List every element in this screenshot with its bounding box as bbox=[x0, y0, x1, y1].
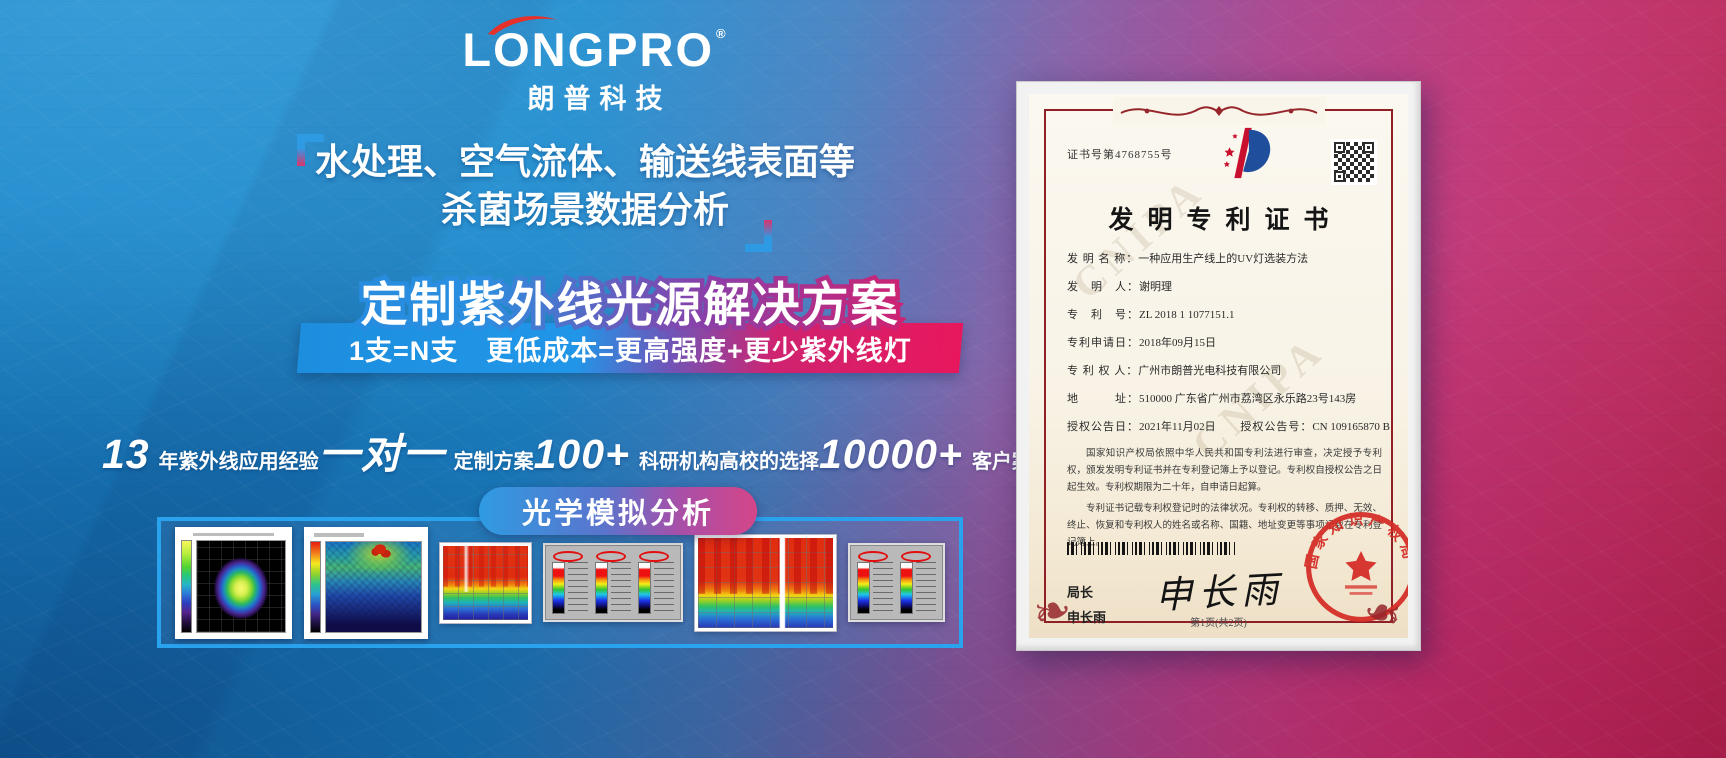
solution-title: 定制紫外线光源解决方案 bbox=[0, 266, 1260, 335]
legend-colorbar bbox=[595, 551, 632, 614]
stat-experience: 13 年紫外线应用经验 bbox=[102, 431, 319, 478]
stat-label: 年紫外线应用经验 bbox=[158, 451, 319, 473]
cnipa-logo-icon bbox=[1223, 127, 1271, 179]
highlight-ellipse bbox=[596, 551, 627, 562]
legend-colorbar bbox=[638, 551, 675, 614]
simulation-badge-text: 光学模拟分析 bbox=[521, 498, 714, 530]
logo-swoosh-icon bbox=[488, 16, 559, 35]
registered-mark: ® bbox=[716, 26, 728, 41]
quote-bracket-open bbox=[297, 134, 327, 170]
stat-value: 13 bbox=[102, 431, 150, 477]
simulation-image-legend-panel-3bars bbox=[543, 543, 684, 622]
stats-row: 13 年紫外线应用经验 一对一 定制方案 100+ 科研机构高校的选择 1000… bbox=[102, 420, 1092, 480]
highlight-ellipse bbox=[858, 551, 888, 562]
stat-value: 10000+ bbox=[818, 431, 963, 477]
logo-text: LONGPRO bbox=[462, 23, 715, 76]
certificate-paper: CNIPA CNIPA 证书号第4768755号 发明专利证书 发 明 名 称：… bbox=[1029, 94, 1408, 638]
certificate-title: 发明专利证书 bbox=[1108, 207, 1343, 234]
director-block: 局长 申长雨 bbox=[1067, 581, 1106, 630]
quote-bracket-close bbox=[742, 216, 772, 252]
highlight-ellipse bbox=[553, 551, 584, 562]
patent-certificate: CNIPA CNIPA 证书号第4768755号 发明专利证书 发 明 名 称：… bbox=[1016, 81, 1421, 651]
scatter-map-plot bbox=[325, 540, 422, 633]
simulation-images bbox=[161, 521, 959, 644]
headline-line2: 杀菌场景数据分析 bbox=[440, 188, 729, 230]
stat-institutions: 100+ 科研机构高校的选择 bbox=[534, 431, 819, 478]
stat-label: 科研机构高校的选择 bbox=[638, 451, 819, 473]
ornament-flourish bbox=[1112, 97, 1325, 125]
certificate-row: 专利申请日：2018年09月15日 bbox=[1067, 337, 1216, 349]
simulation-image-uv-heatmap bbox=[438, 541, 533, 624]
headline: 水处理、空气流体、输送线表面等 杀菌场景数据分析 bbox=[0, 138, 1170, 233]
stat-value: 一对一 bbox=[318, 431, 445, 477]
legend-colorbar bbox=[900, 551, 936, 614]
barcode bbox=[1067, 542, 1237, 555]
stat-one-on-one: 一对一 定制方案 bbox=[319, 420, 534, 480]
certificate-paragraph: 国家知识产权局依照中华人民共和国专利法进行审查，决定授予专利权，颁发发明专利证书… bbox=[1067, 449, 1382, 494]
colorbar bbox=[181, 539, 192, 633]
logo-subtitle: 朗普科技 bbox=[527, 84, 672, 114]
headline-line1: 水处理、空气流体、输送线表面等 bbox=[314, 141, 855, 182]
legend-colorbar bbox=[552, 551, 589, 614]
certificate-fields: 发 明 名 称：一种应用生产线上的UV灯选装方法 发 明 人：谢明理 专 利 号… bbox=[1067, 250, 1390, 557]
simulation-image-beam-irradiance bbox=[175, 526, 293, 639]
highlight-ellipse bbox=[901, 551, 931, 562]
logo-wordmark: LONGPRO ® bbox=[462, 16, 728, 76]
optical-simulation-box: 光学模拟分析 bbox=[157, 487, 963, 648]
qr-code bbox=[1331, 139, 1377, 185]
simulation-badge: 光学模拟分析 bbox=[479, 487, 757, 535]
simulation-image-scatter-irradiance bbox=[304, 526, 428, 639]
chart-caption-placeholder bbox=[314, 532, 364, 537]
beam-profile-plot bbox=[196, 539, 287, 633]
highlight-ellipse bbox=[639, 551, 670, 562]
director-name: 申长雨 bbox=[1067, 609, 1107, 625]
certificate-row: 专 利 权 人：广州市朗普光电科技有限公司 bbox=[1067, 365, 1282, 377]
stat-label: 定制方案 bbox=[453, 451, 534, 473]
stat-value: 100+ bbox=[533, 431, 630, 477]
official-seal: 国家知识产权局 bbox=[1304, 511, 1408, 622]
page-label: 第1页(共2页) bbox=[1190, 618, 1247, 629]
certificate-row: 发 明 名 称：一种应用生产线上的UV灯选装方法 bbox=[1067, 253, 1309, 265]
director-title: 局长 bbox=[1067, 585, 1094, 600]
director-signature: 申长雨 bbox=[1154, 569, 1286, 618]
certificate-row-grant: 授权公告日：2021年11月02日 授权公告号：CN 109165870 B bbox=[1067, 421, 1390, 433]
simulation-image-uv-heatmap-wide bbox=[694, 533, 837, 632]
legend-colorbar bbox=[857, 551, 893, 614]
colorbar bbox=[310, 540, 322, 633]
logo: LONGPRO ® 朗普科技 bbox=[0, 16, 1190, 116]
certificate-number: 证书号第4768755号 bbox=[1067, 149, 1173, 161]
simulation-image-legend-panel-2bars bbox=[848, 543, 945, 622]
certificate-row: 地 址：510000 广东省广州市荔湾区永乐路23号143房 bbox=[1067, 393, 1357, 405]
chart-caption-placeholder bbox=[193, 532, 275, 536]
